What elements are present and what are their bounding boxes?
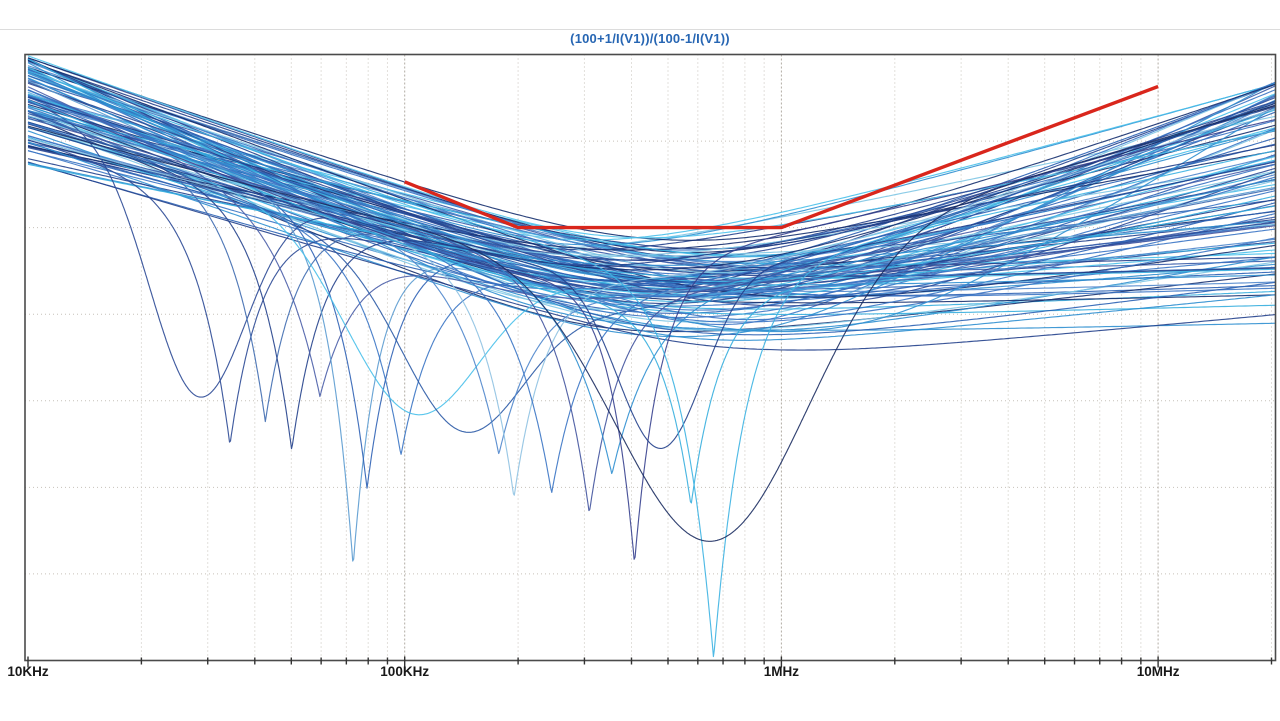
x-tick-label-1mhz: 1MHz bbox=[763, 664, 800, 679]
plot-border bbox=[24, 53, 1277, 662]
x-tick-label-100khz: 100KHz bbox=[380, 664, 430, 679]
x-axis-ticks bbox=[27, 656, 1273, 668]
limit-line bbox=[404, 84, 1159, 230]
monte-carlo-traces bbox=[27, 55, 1276, 658]
x-tick-label-10mhz: 10MHz bbox=[1136, 664, 1180, 679]
pane-top-divider bbox=[0, 29, 1280, 30]
plot-title[interactable]: (100+1/I(V1))/(100-1/I(V1)) bbox=[570, 31, 730, 46]
x-tick-label-10khz: 10KHz bbox=[7, 664, 49, 679]
